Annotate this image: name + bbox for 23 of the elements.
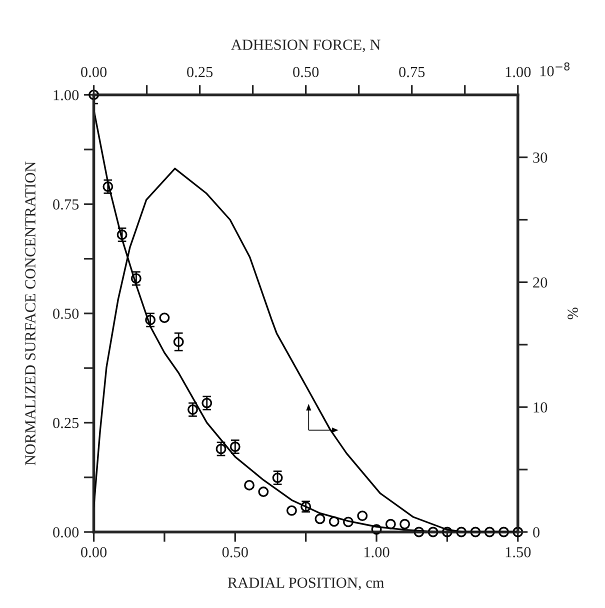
text: 10$^{−8}$	[540, 62, 570, 76]
y-tick-label: 0.00	[53, 527, 79, 538]
x-tick-label: 1.00	[364, 547, 390, 558]
y2-axis-title: %	[568, 308, 578, 320]
x-tick-label: 0.50	[222, 547, 248, 558]
x-axis-title: RADIAL POSITION, cm	[228, 578, 384, 590]
x2-tick-label: 0.00	[80, 66, 107, 78]
x2-tick-label: 0.75	[399, 66, 425, 78]
y2-tick-label: 0	[533, 527, 540, 538]
x2-axis-title: ADHESION FORCE, N	[231, 40, 380, 52]
x-tick-label: 1.50	[506, 547, 531, 558]
y-tick-label: 0.25	[53, 418, 79, 428]
y-tick-label: 1.00	[54, 90, 79, 100]
y-axis-title: NORMALIZED SURFACE CONCENTRATION	[25, 162, 36, 466]
x-tick-label: 0.00	[80, 547, 107, 558]
y2-tick-label: 10	[534, 402, 548, 413]
x2-tick-label: 0.25	[187, 66, 213, 78]
y-tick-label: 0.50	[53, 308, 79, 319]
x2-tick-label: 1.00	[506, 66, 531, 78]
y2-tick-label: 30	[533, 152, 548, 163]
x2-tick-label: 0.50	[293, 66, 319, 78]
y-tick-label: 0.75	[53, 199, 79, 210]
y2-tick-label: 20	[533, 277, 548, 288]
